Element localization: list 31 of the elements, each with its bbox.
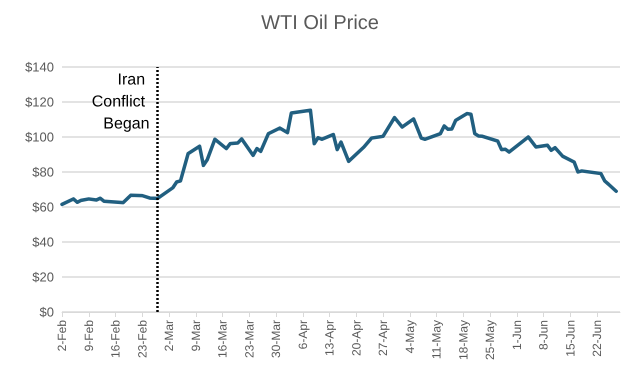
x-tick-label: 30-Mar bbox=[269, 320, 284, 358]
x-tick-label: 20-Apr bbox=[349, 320, 364, 356]
x-tick-label: 16-Mar bbox=[216, 320, 230, 358]
y-tick-label: $20 bbox=[32, 270, 54, 284]
y-tick-label: $140 bbox=[25, 60, 54, 74]
x-tick-label: 9-Feb bbox=[82, 320, 96, 352]
y-tick-label: $60 bbox=[32, 200, 54, 214]
ref-line-label: Iran Conflict Began bbox=[92, 72, 150, 132]
y-tick-label: $80 bbox=[32, 164, 54, 180]
x-tick-label: 13-Apr bbox=[322, 320, 337, 356]
x-tick-label: 2-Mar bbox=[162, 320, 176, 352]
x-tick-label: 2-Feb bbox=[55, 320, 69, 352]
x-tick-label: 8-Jun bbox=[536, 320, 551, 350]
x-tick-label: 23-Feb bbox=[135, 320, 150, 358]
chart-title: WTI Oil Price bbox=[261, 12, 379, 34]
y-tick-label: $40 bbox=[32, 234, 54, 250]
x-tick-label: 1-Jun bbox=[510, 320, 524, 350]
x-tick-label: 22-Jun bbox=[590, 320, 604, 357]
y-tick-label: $100 bbox=[25, 130, 54, 144]
x-tick-label: 9-Mar bbox=[188, 320, 203, 352]
y-tick-label: $0 bbox=[40, 304, 54, 320]
x-tick-label: 4-May bbox=[402, 320, 417, 354]
x-tick-label: 18-May bbox=[456, 320, 470, 360]
x-tick-label: 25-May bbox=[483, 320, 498, 360]
x-tick-label: 27-Apr bbox=[376, 320, 390, 356]
x-tick-label: 15-Jun bbox=[563, 320, 578, 357]
x-tick-label: 16-Feb bbox=[108, 320, 123, 358]
x-tick-label: 23-Mar bbox=[242, 320, 256, 358]
x-tick-label: 6-Apr bbox=[296, 320, 310, 350]
x-tick-label: 11-May bbox=[430, 320, 444, 360]
y-tick-label: $120 bbox=[25, 94, 54, 110]
